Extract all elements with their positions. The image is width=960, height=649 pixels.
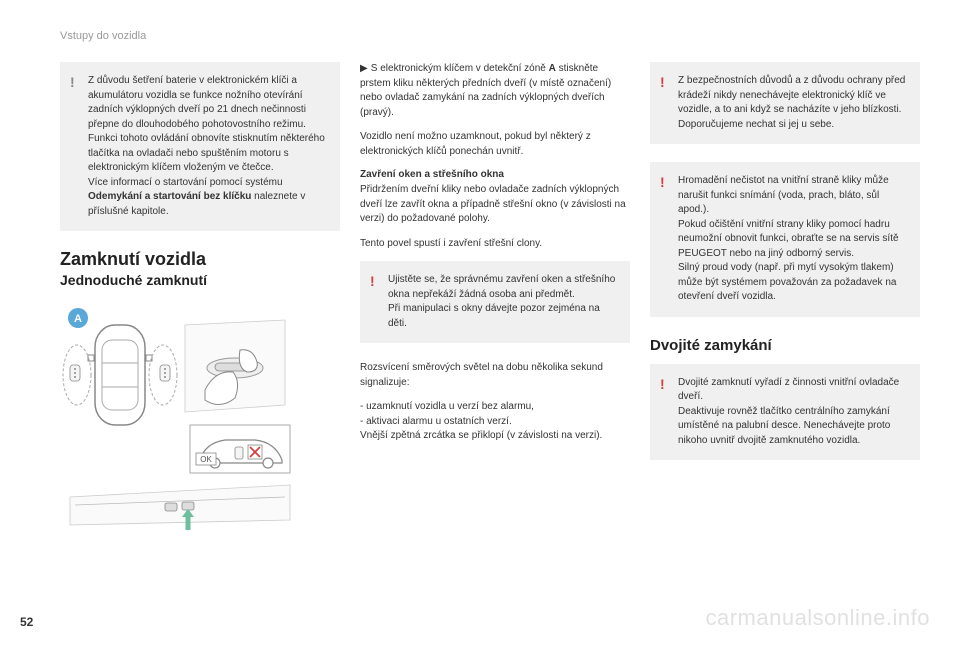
page-number: 52	[20, 615, 33, 629]
info-box-battery: ! Z důvodu šetření baterie v elektronick…	[60, 62, 340, 231]
info-text: Z důvodu šetření baterie v elektronickém…	[88, 75, 325, 173]
warning-text: Hromadění nečistot na vnitřní straně kli…	[678, 175, 899, 302]
note-cannot-lock: Vozidlo není možno uzamknout, pokud byl …	[360, 130, 630, 159]
column-1: ! Z důvodu šetření baterie v elektronick…	[60, 62, 340, 530]
arrow-icon: ▶	[360, 62, 368, 77]
warning-text: Ujistěte se, že správnému zavření oken a…	[388, 274, 615, 329]
warning-icon: !	[370, 271, 375, 291]
subheading-close-windows: Zavření oken a střešního okna	[360, 169, 630, 180]
watermark: carmanualsonline.info	[705, 605, 930, 631]
lock-diagram: A	[60, 300, 300, 530]
column-2: ▶ S elektronickým klíčem v detekční zóně…	[360, 62, 630, 530]
warning-icon: !	[660, 172, 665, 192]
warning-windows: ! Ujistěte se, že správnému zavření oken…	[360, 261, 630, 343]
text-mirrors: Vnější zpětná zrcátka se přiklopí (v záv…	[360, 429, 630, 444]
text-close-blind: Tento povel spustí i zavření střešní clo…	[360, 237, 630, 252]
warning-security: ! Z bezpečnostních důvodů a z důvodu och…	[650, 62, 920, 144]
warning-icon: !	[660, 72, 665, 92]
info-icon: !	[70, 72, 75, 92]
text-indicators: Rozsvícení směrových světel na dobu něko…	[360, 361, 630, 390]
list-item: aktivaci alarmu u ostatních verzí.	[372, 415, 630, 430]
warning-icon: !	[660, 374, 665, 394]
svg-text:A: A	[74, 313, 82, 325]
instruction-detection-zone: ▶ S elektronickým klíčem v detekční zóně…	[360, 62, 630, 120]
column-3: ! Z bezpečnostních důvodů a z důvodu och…	[650, 62, 920, 530]
list-item: uzamknutí vozidla u verzí bez alarmu,	[372, 400, 630, 415]
warning-text: Dvojité zamknutí vyřadí z činnosti vnitř…	[678, 377, 899, 446]
warning-text: Z bezpečnostních důvodů a z důvodu ochra…	[678, 75, 905, 130]
info-text-2b: Odemykání a startování bez klíčku	[88, 191, 251, 202]
warning-dirt: ! Hromadění nečistot na vnitřní straně k…	[650, 162, 920, 317]
warning-double-lock: ! Dvojité zamknutí vyřadí z činnosti vni…	[650, 364, 920, 461]
indicator-list: uzamknutí vozidla u verzí bez alarmu, ak…	[360, 400, 630, 429]
subheading-simple-lock: Jednoduché zamknutí	[60, 272, 340, 288]
text-close-windows: Přidržením dveřní kliky nebo ovladače za…	[360, 183, 630, 227]
info-text-2a: Více informací o startování pomocí systé…	[88, 177, 283, 188]
section-header: Vstupy do vozidla	[60, 30, 920, 42]
heading-double-lock: Dvojité zamykání	[650, 337, 920, 354]
heading-lock: Zamknutí vozidla	[60, 249, 340, 270]
svg-text:OK: OK	[200, 455, 212, 464]
